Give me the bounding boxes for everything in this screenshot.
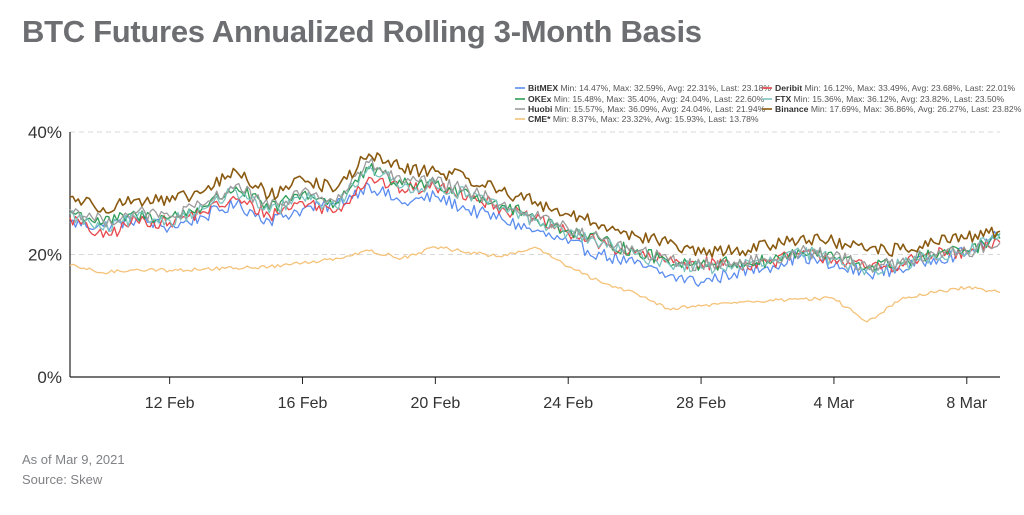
legend-entry-okex[interactable]: OKEx Min: 15.48%, Max: 35.40%, Avg: 24.0… [515,94,765,104]
legend-label: Huobi Min: 15.57%, Max: 36.09%, Avg: 24.… [528,104,766,114]
series-lines [69,152,1001,323]
legend[interactable]: BitMEX Min: 14.47%, Max: 32.59%, Avg: 22… [515,83,1022,124]
legend-series-stats: Min: 15.57%, Max: 36.09%, Avg: 24.04%, L… [552,104,765,114]
legend-series-stats: Min: 15.36%, Max: 36.12%, Avg: 23.82%, L… [791,94,1004,104]
grid-lines [70,131,1000,255]
legend-label: CME* Min: 8.37%, Max: 23.32%, Avg: 15.93… [528,114,759,124]
legend-label: BitMEX Min: 14.47%, Max: 32.59%, Avg: 22… [528,83,771,93]
legend-label: Deribit Min: 16.12%, Max: 33.49%, Avg: 2… [775,83,1015,93]
legend-series-name: OKEx [528,94,552,104]
legend-entry-cme[interactable]: CME* Min: 8.37%, Max: 23.32%, Avg: 15.93… [515,114,759,124]
axes: 0% 20% 40% 12 Feb 16 Feb 20 Feb 24 Feb 28 Feb 4 … [28,123,1000,412]
legend-entry-bitmex[interactable]: BitMEX Min: 14.47%, Max: 32.59%, Avg: 22… [515,83,771,93]
x-tick-label: 4 Mar [813,395,855,412]
series-line-ftx [69,165,1001,276]
legend-series-stats: Min: 8.37%, Max: 23.32%, Avg: 15.93%, La… [550,114,758,124]
legend-series-name: BitMEX [528,83,558,93]
chart-title: BTC Futures Annualized Rolling 3-Month B… [22,14,702,49]
series-line-binance [69,152,1001,258]
series-line-deribit [69,176,1001,273]
legend-series-stats: Min: 14.47%, Max: 32.59%, Avg: 22.31%, L… [558,83,771,93]
series-line-cme [69,246,1001,323]
y-tick-label: 40% [28,123,62,142]
legend-series-name: CME* [528,114,551,124]
legend-series-name: FTX [775,94,791,104]
legend-entry-ftx[interactable]: FTX Min: 15.36%, Max: 36.12%, Avg: 23.82… [762,94,1004,104]
y-tick-label: 0% [37,368,62,387]
x-tick-label: 8 Mar [946,395,988,412]
as-of-date: As of Mar 9, 2021 [22,452,125,467]
source-note: Source: Skew [22,472,103,487]
legend-entry-huobi[interactable]: Huobi Min: 15.57%, Max: 36.09%, Avg: 24.… [515,104,766,114]
legend-series-name: Binance [775,104,809,114]
y-tick-label: 20% [28,246,62,265]
legend-entry-binance[interactable]: Binance Min: 17.69%, Max: 36.86%, Avg: 2… [762,104,1022,114]
x-tick-label: 28 Feb [676,395,726,412]
x-tick-label: 24 Feb [543,395,593,412]
x-tick-label: 20 Feb [410,395,460,412]
x-tick-label: 12 Feb [145,395,195,412]
legend-label: OKEx Min: 15.48%, Max: 35.40%, Avg: 24.0… [528,94,765,104]
legend-entry-deribit[interactable]: Deribit Min: 16.12%, Max: 33.49%, Avg: 2… [762,83,1015,93]
legend-series-name: Huobi [528,104,552,114]
x-tick-label: 16 Feb [278,395,328,412]
legend-series-stats: Min: 16.12%, Max: 33.49%, Avg: 23.68%, L… [802,83,1015,93]
legend-label: FTX Min: 15.36%, Max: 36.12%, Avg: 23.82… [775,94,1004,104]
legend-series-name: Deribit [775,83,802,93]
series-line-bitmex [69,181,1000,287]
legend-series-stats: Min: 15.48%, Max: 35.40%, Avg: 24.04%, L… [551,94,764,104]
legend-series-stats: Min: 17.69%, Max: 36.86%, Avg: 26.27%, L… [808,104,1021,114]
series-line-huobi [69,157,1001,273]
legend-label: Binance Min: 17.69%, Max: 36.86%, Avg: 2… [775,104,1022,114]
series-line-okex [69,163,1001,273]
